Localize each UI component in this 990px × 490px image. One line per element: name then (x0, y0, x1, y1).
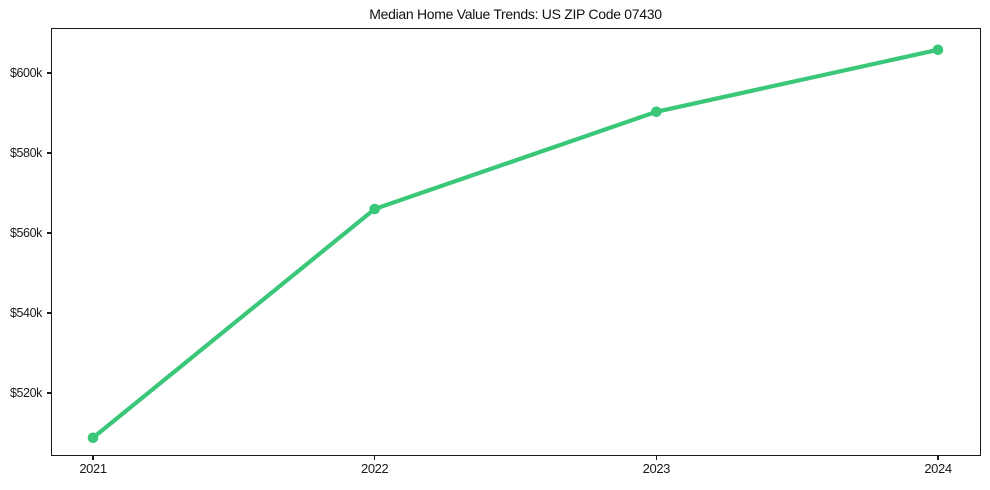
y-tick-mark (46, 72, 51, 74)
x-tick-mark (655, 455, 657, 460)
y-tick-mark (46, 152, 51, 154)
y-tick-label: $560k (9, 226, 42, 240)
y-tick-label: $600k (9, 66, 42, 80)
x-tick-label: 2024 (924, 461, 952, 476)
x-tick-label: 2022 (360, 461, 389, 476)
x-tick-mark (937, 455, 939, 460)
y-tick-label: $520k (9, 386, 42, 400)
y-tick-mark (46, 392, 51, 394)
plot-area (51, 28, 981, 456)
y-tick-mark (46, 232, 51, 234)
x-tick-mark (92, 455, 94, 460)
chart-title: Median Home Value Trends: US ZIP Code 07… (369, 6, 662, 22)
y-tick-label: $580k (9, 146, 42, 160)
y-tick-mark (46, 312, 51, 314)
y-tick-label: $540k (9, 306, 42, 320)
x-tick-label: 2021 (79, 461, 107, 476)
x-tick-label: 2023 (642, 461, 671, 476)
x-tick-mark (374, 455, 376, 460)
